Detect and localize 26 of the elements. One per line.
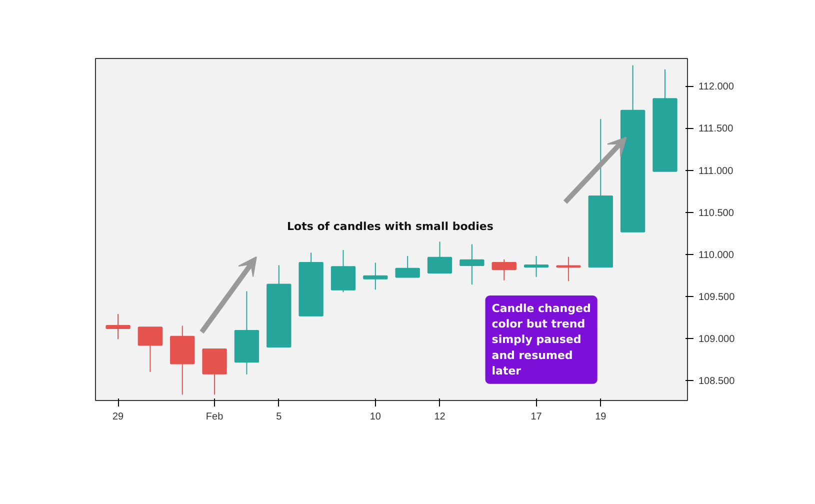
- candlestick: [460, 244, 484, 286]
- y-tick-label: 110.000: [698, 250, 734, 261]
- y-tick-label: 112.000: [698, 82, 734, 93]
- y-tick-label: 110.500: [698, 208, 734, 219]
- x-tick-label: Feb: [206, 412, 224, 422]
- x-tick-label: 5: [276, 412, 282, 422]
- candlestick: [524, 255, 549, 278]
- x-tick-label: 10: [370, 412, 382, 422]
- y-tick-label: 111.500: [698, 124, 734, 135]
- candlestick: [492, 258, 516, 281]
- candlestick: [395, 255, 420, 278]
- y-tick-label: 108.500: [698, 376, 736, 387]
- annotation: Candle changed color but trend simply paused and resumed later: [492, 302, 591, 378]
- candlestick: [138, 326, 163, 372]
- candlestick: [330, 250, 356, 293]
- annotation: Lots of candles with small bodies: [287, 220, 494, 233]
- x-tick-label: 19: [595, 412, 607, 422]
- y-tick-label: 109.500: [698, 292, 736, 303]
- x-tick-label: 12: [434, 412, 446, 422]
- x-tick-label: 29: [112, 412, 124, 422]
- candlestick: [363, 262, 388, 290]
- candlestick: [427, 241, 452, 274]
- y-tick-label: 109.000: [698, 334, 736, 345]
- candlestick: [106, 313, 130, 340]
- y-tick-label: 111.000: [698, 166, 734, 177]
- x-tick-label: 17: [530, 412, 542, 422]
